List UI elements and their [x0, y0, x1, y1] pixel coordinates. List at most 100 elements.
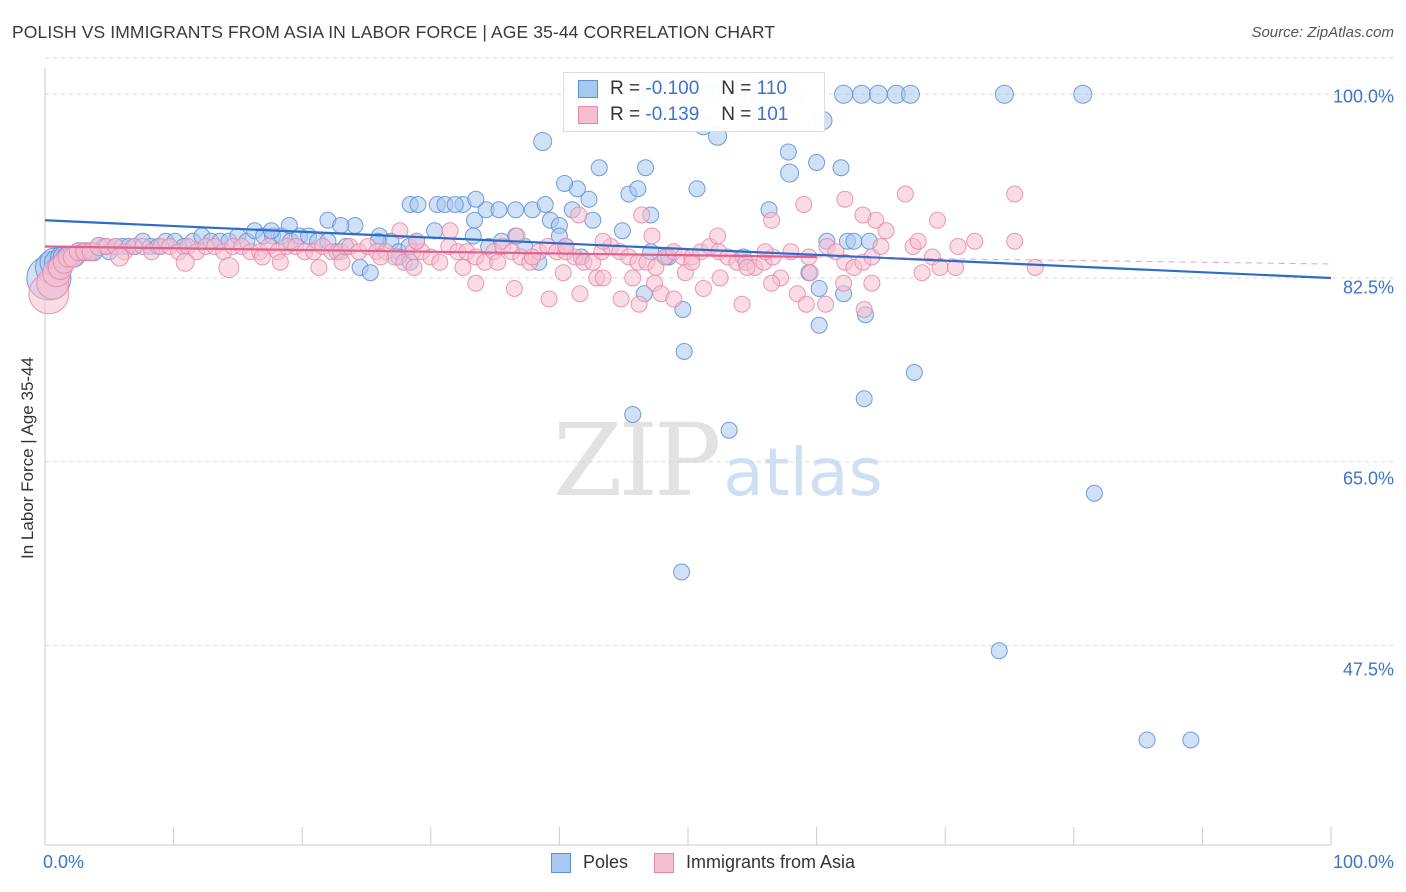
- asia-point-136: [763, 274, 781, 292]
- asia-point-129: [594, 269, 612, 287]
- legend-item-poles[interactable]: Poles: [550, 852, 628, 873]
- asia-point-111: [554, 264, 572, 282]
- asia-n-value: 101: [756, 104, 789, 125]
- asia-point-134: [694, 280, 712, 297]
- asia-point-116: [711, 269, 729, 287]
- y-tick-label-100: 100.0%: [1332, 86, 1394, 107]
- asia-r-label: R =: [610, 104, 641, 125]
- asia-point-135: [733, 295, 751, 313]
- poles-trend-line: [44, 219, 1332, 280]
- asia-point-113: [624, 269, 642, 287]
- poles-point-126: [810, 316, 828, 334]
- asia-point-147: [643, 227, 661, 245]
- poles-point-56: [332, 217, 350, 234]
- asia-point-131: [630, 295, 648, 313]
- asia-point-99: [110, 247, 130, 267]
- poles-point-73: [464, 227, 482, 245]
- poles-point-99: [780, 163, 800, 183]
- poles-r-label: R =: [610, 78, 641, 99]
- poles-point-92: [900, 84, 920, 104]
- poles-point-144: [990, 642, 1008, 660]
- asia-point-151: [877, 222, 895, 240]
- asia-point-101: [218, 257, 240, 278]
- poles-point-136: [675, 343, 693, 360]
- source-label: Source: ZipAtlas.com: [1251, 24, 1394, 41]
- asia-point-94: [872, 238, 890, 255]
- poles-point-120: [467, 190, 485, 208]
- asia-point-102: [253, 248, 271, 266]
- asia-point-130: [612, 290, 630, 308]
- asia-point-139: [817, 295, 835, 313]
- asia-swatch: [578, 106, 598, 124]
- asia-point-120: [835, 274, 853, 292]
- asia-point-119: [801, 264, 819, 282]
- asia-point-105: [333, 253, 351, 271]
- poles-point-137: [624, 406, 642, 423]
- poles-point-105: [637, 159, 655, 177]
- asia-point-121: [863, 274, 881, 292]
- asia-point-109: [489, 253, 507, 271]
- poles-point-54: [346, 217, 364, 234]
- asia-point-164: [1006, 185, 1024, 203]
- poles-point-89: [852, 84, 872, 104]
- poles-point-110: [808, 154, 826, 171]
- poles-point-143: [673, 563, 691, 581]
- poles-point-112: [779, 143, 797, 161]
- asia-point-106: [372, 248, 390, 266]
- poles-n-value: 110: [756, 78, 787, 99]
- asia-point-108: [454, 259, 472, 276]
- asia-trend-extension: [816, 256, 1332, 265]
- y-tick-label-47-5: 47.5%: [1342, 659, 1394, 680]
- asia-point-124: [1026, 259, 1044, 276]
- asia-point-159: [570, 206, 588, 224]
- poles-point-115: [688, 180, 706, 198]
- poles-point-117: [613, 222, 631, 240]
- stats-legend-row-poles: R = -0.100 N = 110: [578, 76, 787, 102]
- poles-point-93: [994, 84, 1014, 104]
- asia-point-110: [523, 248, 541, 266]
- asia-point-125: [467, 274, 485, 292]
- poles-point-138: [720, 421, 738, 439]
- poles-n-label: N =: [721, 78, 752, 99]
- poles-point-94: [1073, 84, 1093, 104]
- poles-swatch: [578, 80, 598, 98]
- asia-point-152: [909, 232, 927, 250]
- poles-point-129: [845, 232, 863, 250]
- asia-n-label: N =: [721, 104, 752, 125]
- watermark-atlas: atlas: [723, 434, 883, 511]
- asia-point-145: [557, 238, 575, 255]
- legend-item-asia[interactable]: Immigrants from Asia: [653, 852, 855, 873]
- y-tick-label-65: 65.0%: [1342, 468, 1394, 489]
- poles-point-142: [1085, 484, 1103, 502]
- stats-legend-row-asia: R = -0.139 N = 101: [578, 102, 788, 128]
- asia-point-162: [836, 190, 854, 208]
- asia-point-104: [310, 259, 328, 276]
- asia-point-146: [594, 232, 612, 250]
- asia-point-100: [175, 252, 195, 272]
- asia-point-160: [633, 206, 651, 224]
- poles-point-46: [361, 264, 379, 282]
- poles-point-134: [905, 364, 923, 381]
- asia-point-107: [405, 259, 423, 276]
- asia-point-155: [391, 222, 409, 240]
- poles-point-71: [584, 211, 602, 229]
- poles-point-53: [280, 217, 298, 234]
- chart-title: POLISH VS IMMIGRANTS FROM ASIA IN LABOR …: [12, 22, 776, 42]
- poles-point-68: [536, 196, 554, 213]
- poles-point-100: [533, 132, 553, 151]
- poles-point-90: [868, 84, 888, 104]
- asia-point-142: [928, 211, 946, 229]
- asia-point-127: [540, 290, 558, 308]
- poles-point-113: [556, 175, 574, 192]
- poles-point-119: [446, 196, 464, 213]
- y-axis-label: In Labor Force | Age 35-44: [18, 357, 37, 559]
- asia-point-144: [508, 227, 526, 245]
- asia-point-157: [683, 253, 701, 271]
- poles-point-135: [855, 390, 873, 408]
- asia-point-98: [949, 238, 967, 255]
- asia-trend-line: [44, 245, 817, 259]
- asia-point-128: [571, 285, 589, 303]
- poles-point-114: [629, 180, 647, 198]
- asia-point-103: [271, 253, 289, 271]
